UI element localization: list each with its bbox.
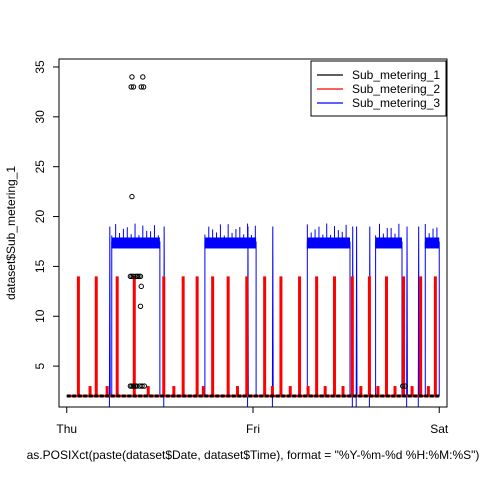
y-tick-label: 15 xyxy=(33,259,47,273)
series-spike xyxy=(226,276,230,397)
legend-entry-sub-metering-2: Sub_metering_2 xyxy=(352,82,440,96)
data-point xyxy=(400,383,406,389)
series-spike xyxy=(115,276,119,397)
series-spike xyxy=(315,276,319,397)
legend-entry-sub-metering-3: Sub_metering_3 xyxy=(352,96,440,110)
series-spike xyxy=(245,276,249,397)
data-point xyxy=(137,303,144,309)
series-spike xyxy=(384,276,388,397)
plateau-fill xyxy=(425,237,440,249)
series-spike xyxy=(433,276,437,397)
data-point xyxy=(129,193,135,200)
y-tick-label: 10 xyxy=(33,309,47,323)
data-point xyxy=(138,84,144,90)
series-bump xyxy=(341,386,345,397)
series-bump xyxy=(288,386,292,397)
series-bump xyxy=(270,386,274,397)
data-point xyxy=(141,383,148,389)
y-tick-label: 25 xyxy=(33,160,47,174)
series-spike xyxy=(181,276,185,397)
y-axis-title: dataset$Sub_metering_1 xyxy=(4,166,18,300)
series-layer xyxy=(66,74,440,407)
series-spike xyxy=(132,276,136,397)
series-bump xyxy=(376,386,380,397)
series-bump xyxy=(105,386,109,397)
plateau-fill xyxy=(204,237,257,249)
legend-entry-sub-metering-1: Sub_metering_1 xyxy=(352,68,440,82)
series-spike xyxy=(402,276,406,397)
data-point xyxy=(139,383,145,389)
data-point xyxy=(140,74,146,80)
series-bump xyxy=(146,386,150,397)
data-point xyxy=(138,283,144,290)
series-spike xyxy=(211,276,215,397)
series-bump xyxy=(410,386,414,397)
x-axis: Thu Fri Sat xyxy=(56,406,449,436)
y-axis: 5 10 15 20 25 30 35 xyxy=(33,60,60,369)
plateau-band xyxy=(111,223,161,397)
data-point xyxy=(137,273,144,280)
plateau-band xyxy=(375,223,403,397)
plateau-fill xyxy=(111,237,160,249)
legend: Sub_metering_1 Sub_metering_2 Sub_meteri… xyxy=(310,60,447,117)
series-spike xyxy=(195,276,199,397)
series-spike xyxy=(162,276,166,397)
series-bump xyxy=(235,386,239,397)
plateau-band xyxy=(424,223,440,397)
y-tick-label: 35 xyxy=(33,60,47,74)
plateau-fill xyxy=(307,237,350,249)
plateau-band xyxy=(204,223,257,397)
series-spike xyxy=(419,276,423,397)
series-bump xyxy=(393,386,397,397)
series-spike xyxy=(332,276,336,397)
series-sub-metering-3 xyxy=(66,223,440,407)
data-point xyxy=(130,84,137,90)
data-point xyxy=(402,383,408,389)
x-tick-label: Thu xyxy=(56,422,77,436)
series-bump xyxy=(172,386,176,397)
y-tick-label: 30 xyxy=(33,110,47,124)
data-point xyxy=(140,84,147,90)
series-spike xyxy=(298,276,302,397)
data-point xyxy=(133,383,140,389)
series-sub-metering-1 xyxy=(66,74,440,398)
data-point xyxy=(130,273,137,280)
series-spike xyxy=(350,276,354,397)
y-tick-label: 5 xyxy=(33,362,47,369)
plateau-fill xyxy=(375,237,402,249)
plateau-band xyxy=(306,223,351,397)
series-spike xyxy=(279,276,283,397)
series-bump xyxy=(359,386,363,397)
series-bump xyxy=(306,386,310,397)
series-bump xyxy=(426,386,430,397)
x-axis-title: as.POSIXct(paste(dataset$Date, dataset$T… xyxy=(27,448,480,462)
series-spike xyxy=(367,276,371,397)
series-spike xyxy=(76,276,80,397)
series-bump xyxy=(323,386,327,397)
x-tick-label: Sat xyxy=(430,422,449,436)
x-tick-label: Fri xyxy=(246,422,260,436)
data-point xyxy=(129,74,135,80)
series-spike xyxy=(94,276,98,397)
series-bump xyxy=(88,386,92,397)
series-spike xyxy=(263,276,267,397)
series-bump xyxy=(201,386,205,397)
y-tick-label: 20 xyxy=(33,210,47,224)
data-point xyxy=(128,84,134,90)
